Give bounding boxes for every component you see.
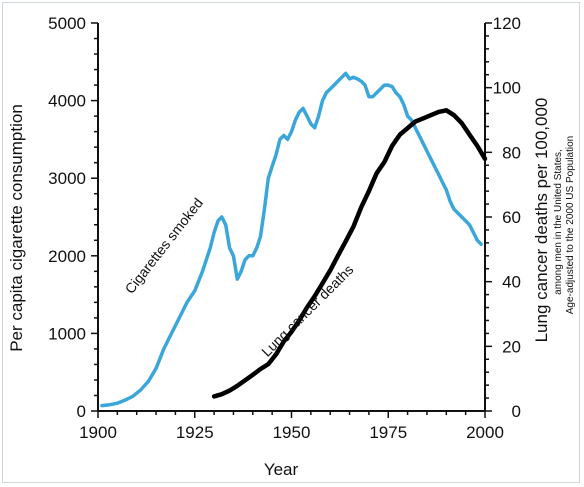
y-left-tick-label: 3000 [48, 169, 86, 188]
series-line-lung-cancer-deaths [211, 108, 488, 399]
y-axis-right-note-1: among men in the United States, [553, 149, 564, 295]
y-left-tick-label: 0 [77, 402, 86, 421]
x-tick-label: 2000 [466, 423, 504, 442]
y-axis-left-label: Per capita cigarette consumption [7, 104, 26, 352]
y-right-tick-label: 100 [493, 79, 521, 98]
y-right-tick-label: 0 [512, 402, 521, 421]
annotation-label: Lung cancer deaths [258, 261, 356, 359]
series [100, 71, 488, 408]
y-left-tick-label: 1000 [48, 324, 86, 343]
annotation-label: Cigarettes smoked [122, 195, 206, 297]
y-left-tick-label: 2000 [48, 247, 86, 266]
series-line-cigarettes-smoked [100, 71, 483, 408]
y-axis-right-label: Lung cancer deaths per 100,000 [532, 98, 551, 343]
x-axis-label: Year [264, 460, 299, 479]
y-axis-right-note-2: Age-adjusted to the 2000 US Population [565, 136, 576, 314]
ticks: 1900 1925 1950 1975 200001000200030004000500… [48, 14, 521, 442]
x-tick-label: 1900 [79, 423, 117, 442]
y-left-tick-label: 4000 [48, 92, 86, 111]
y-right-tick-label: 20 [502, 337, 521, 356]
x-tick-label: 1925 [176, 423, 214, 442]
y-right-tick-label: 120 [493, 14, 521, 33]
y-right-tick-label: 60 [502, 208, 521, 227]
y-left-tick-label: 5000 [48, 14, 86, 33]
y-right-tick-label: 80 [502, 143, 521, 162]
axes [97, 23, 486, 412]
y-right-tick-label: 40 [502, 273, 521, 292]
x-tick-label: 1950 [273, 423, 311, 442]
x-tick-label: 1975 [369, 423, 407, 442]
